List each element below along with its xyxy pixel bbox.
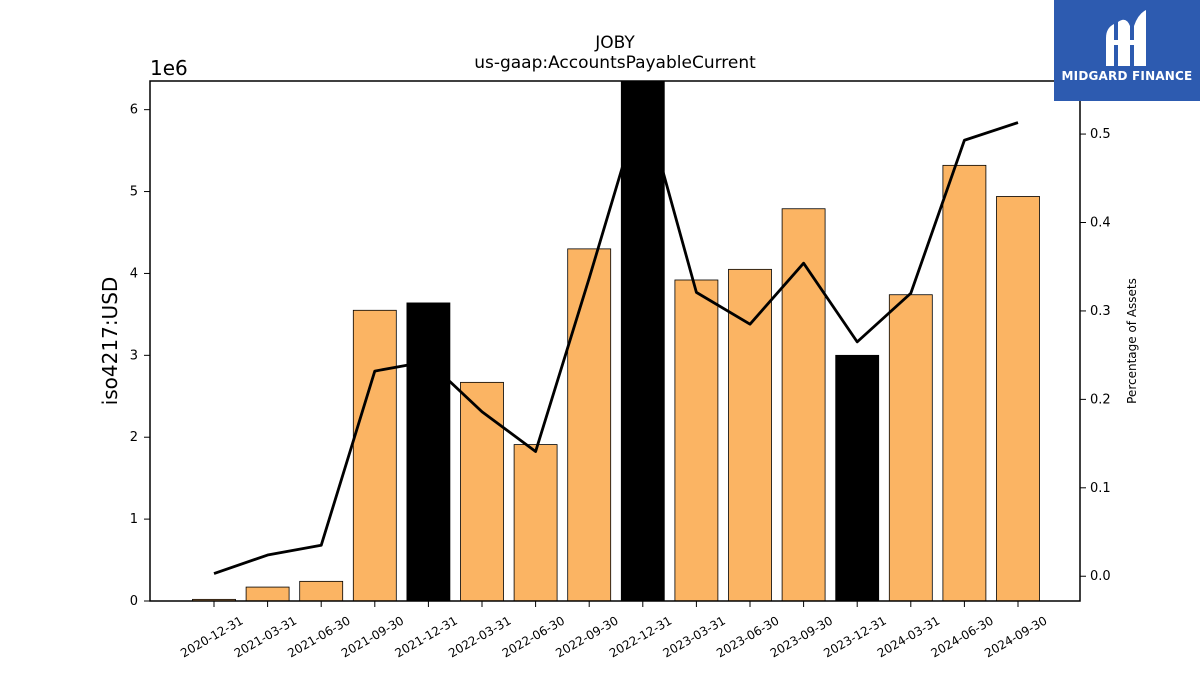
y-axis-label: iso4217:USD [98,277,122,406]
bar-2023-09-30 [781,208,826,602]
y2-axis-ticks: 0.0 0.1 0.2 0.3 0.4 0.5 [1080,127,1111,584]
brand-logo: MIDGARD FINANCE [1054,0,1200,101]
bar-2023-12-31 [835,354,880,602]
plot-frame [149,80,1081,602]
bar-2023-03-31 [674,279,719,602]
bar-2022-12-31 [620,80,665,602]
y-tick-label: 1 [130,512,138,527]
y2-tick-label: 0.5 [1090,127,1111,142]
line-series [213,97,1019,575]
bar-2023-06-30 [728,268,772,602]
x-axis-ticks: 2020-12-312021-03-312021-06-302021-09-30… [178,601,1050,660]
bar-2022-06-30 [513,444,558,602]
y2-tick-label: 0.0 [1090,569,1111,584]
y2-tick-label: 0.2 [1090,392,1111,407]
bar-2021-03-31 [245,586,290,602]
chart-title: JOBY [594,33,635,53]
y2-tick-label: 0.4 [1090,215,1111,230]
y-tick-label: 5 [130,185,138,200]
bar-2021-12-31 [406,302,451,602]
y-axis-ticks: 0 1 2 3 4 5 6 [130,103,150,609]
logo-text: MIDGARD FINANCE [1061,69,1193,83]
y2-tick-label: 0.3 [1090,304,1111,319]
y-tick-label: 3 [130,348,138,363]
bar-2024-09-30 [996,196,1040,602]
y-tick-label: 6 [130,103,138,118]
bar-series [192,80,1040,602]
y2-axis-label: Percentage of Assets [1125,278,1139,404]
bar-2021-09-30 [352,309,397,602]
y-tick-label: 2 [130,430,138,445]
y2-tick-label: 0.1 [1090,481,1111,496]
logo-icon [1106,10,1146,66]
y-tick-label: 0 [130,594,138,609]
chart-subtitle: us-gaap:AccountsPayableCurrent [474,53,756,73]
y-tick-label: 4 [130,266,138,281]
bar-2022-03-31 [460,381,504,602]
bar-2021-06-30 [299,580,344,602]
bar-2024-06-30 [942,164,987,602]
bar-2022-09-30 [567,248,612,602]
y-axis-offset-label: 1e6 [150,56,188,80]
percentage-line [213,97,1019,575]
bar-2024-03-31 [888,294,933,602]
